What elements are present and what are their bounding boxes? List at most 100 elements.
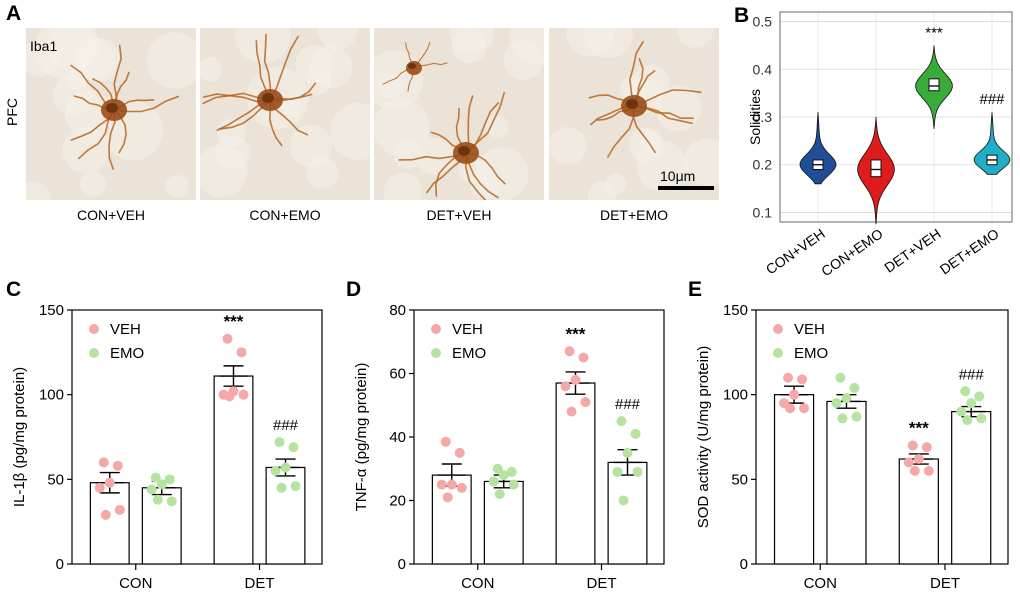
data-point	[436, 479, 447, 490]
data-point	[276, 482, 287, 493]
data-point	[903, 457, 914, 468]
data-point	[560, 381, 571, 392]
scale-bar-label: 10μm	[660, 168, 696, 184]
tissue-texture	[486, 115, 509, 138]
data-point	[494, 489, 505, 500]
microglia-nucleus	[408, 63, 416, 69]
data-point	[288, 442, 299, 453]
data-point	[446, 479, 457, 490]
data-point	[789, 389, 800, 400]
data-point	[976, 413, 987, 424]
tissue-texture	[26, 39, 60, 77]
annotation: ***	[224, 312, 244, 331]
y-tick-label: 0.5	[753, 14, 773, 30]
legend-label-veh: VEH	[794, 321, 825, 338]
tissue-texture	[383, 172, 423, 200]
tissue-texture	[474, 147, 529, 200]
legend-label-emo: EMO	[452, 345, 486, 362]
x-tick-label: DET	[930, 575, 960, 592]
data-point	[831, 398, 842, 409]
data-point	[270, 465, 281, 476]
data-point	[488, 476, 499, 487]
data-point	[566, 406, 577, 417]
microglia-nucleus	[106, 103, 118, 113]
data-point	[622, 447, 633, 458]
data-point	[104, 477, 115, 488]
tissue-texture	[684, 137, 719, 187]
data-point	[222, 333, 233, 344]
y-tick-label: 0	[398, 556, 406, 573]
y-tick-label: 0.4	[753, 61, 773, 77]
annotation: ###	[959, 366, 985, 383]
data-point	[236, 347, 247, 358]
legend-marker-emo	[431, 348, 441, 358]
plot-frame	[755, 309, 1009, 565]
tissue-texture	[79, 170, 107, 197]
bar-veh-det	[213, 375, 254, 565]
legend-label-emo: EMO	[794, 345, 828, 362]
data-point	[909, 465, 920, 476]
micrograph-drawing	[549, 28, 719, 200]
data-point	[94, 482, 105, 493]
data-point	[921, 442, 932, 453]
bar-emo-det	[951, 411, 992, 565]
x-tick-label: DET	[245, 575, 275, 592]
y-tick-label: 50	[47, 471, 64, 488]
bar-emo-det	[265, 466, 306, 565]
data-point	[492, 463, 503, 474]
y-tick-label: 50	[731, 471, 748, 488]
microglia-process	[629, 40, 644, 107]
tissue-texture	[416, 137, 455, 176]
data-point	[923, 465, 934, 476]
data-point	[785, 403, 796, 414]
data-point	[580, 397, 591, 408]
scale-bar	[658, 186, 714, 190]
panel-c: C 0 50 100 150 IL-1β (pg/mg protein) CON DET ***…	[6, 278, 323, 592]
annotation: ***	[566, 324, 586, 343]
tissue-texture	[307, 71, 331, 95]
data-point	[454, 447, 465, 458]
x-tick-label: CON+VEH	[763, 225, 828, 277]
tissue-texture	[234, 28, 291, 64]
data-point	[498, 470, 509, 481]
x-tick-label: DET+EMO	[937, 225, 1002, 277]
bar-emo-con	[826, 400, 867, 565]
micrograph-con-veh	[26, 28, 196, 200]
legend-label-emo: EMO	[110, 345, 144, 362]
y-axis-label: SOD activity (U/mg protein)	[695, 346, 712, 529]
bar-veh-det	[898, 458, 939, 565]
violin-3	[973, 112, 1011, 175]
legend-marker-emo	[773, 348, 783, 358]
bar-emo-det	[607, 461, 648, 565]
panel-e: E 0 50 100 150 SOD activity (U/mg protein) CON…	[688, 278, 1009, 592]
panel-letter: E	[688, 278, 702, 301]
data-point	[456, 482, 467, 493]
microglia-process	[263, 33, 272, 101]
tissue-texture	[549, 126, 587, 165]
plot-frame	[71, 309, 323, 565]
y-axis-label: TNF-α (pg/mg protein)	[353, 363, 370, 512]
annotation: ###	[615, 396, 641, 413]
data-point	[841, 393, 852, 404]
tissue-texture	[165, 174, 189, 198]
panel-b: B 0.1 0.2 0.3 0.4 0.5 Solidities CON+VEHCON+EMO…	[734, 4, 1013, 279]
y-tick-label: 0	[740, 556, 748, 573]
data-point	[907, 440, 918, 451]
x-tick-label: DET	[587, 575, 617, 592]
tissue-texture	[393, 140, 422, 169]
data-point	[152, 494, 163, 505]
tissue-texture	[215, 134, 250, 170]
tissue-texture	[587, 181, 617, 200]
tissue-texture	[566, 28, 615, 57]
data-point	[570, 374, 581, 385]
y-tick-label: 80	[389, 302, 406, 319]
data-point	[835, 372, 846, 383]
legend-marker-veh	[431, 324, 441, 334]
bar-veh-con	[89, 482, 130, 565]
data-point	[508, 479, 519, 490]
data-point	[112, 460, 123, 471]
data-point	[799, 403, 810, 414]
data-point	[837, 413, 848, 424]
data-point	[166, 496, 177, 507]
y-tick-label: 20	[389, 493, 406, 510]
